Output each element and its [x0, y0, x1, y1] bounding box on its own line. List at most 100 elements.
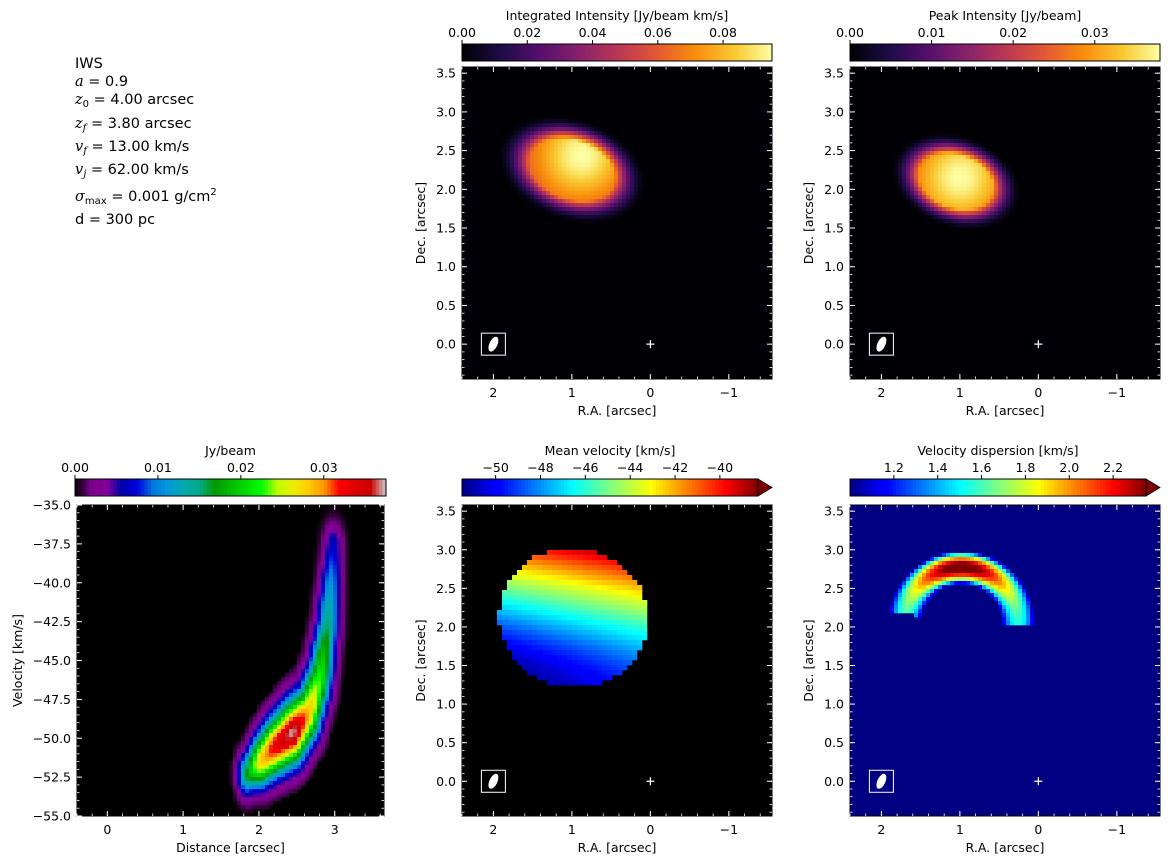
heatmap-cell — [305, 681, 310, 686]
heatmap-cell — [510, 143, 515, 148]
heatmap-cell — [249, 745, 254, 750]
heatmap-cell — [634, 203, 639, 208]
heatmap-cell — [321, 673, 326, 678]
heatmap-cell — [341, 581, 346, 586]
heatmap-cell — [550, 135, 555, 140]
heatmap-cell — [922, 597, 927, 602]
colorbar-segment — [541, 44, 546, 61]
heatmap-cell — [970, 183, 975, 188]
heatmap-cell — [906, 155, 911, 160]
heatmap-cell — [934, 183, 939, 188]
heatmap-cell — [982, 581, 987, 586]
heatmap-cell — [1006, 195, 1011, 200]
heatmap-cell — [1006, 621, 1011, 626]
heatmap-cell — [622, 645, 628, 651]
heatmap-cell — [313, 609, 318, 614]
heatmap-cell — [321, 613, 326, 618]
colorbar-segment — [577, 479, 581, 496]
heatmap-cell — [930, 207, 935, 212]
heatmap-cell — [597, 660, 603, 666]
heatmap-cell — [567, 620, 573, 626]
heatmap-cell — [958, 135, 963, 140]
heatmap-cell — [321, 709, 326, 714]
heatmap-cell — [950, 187, 955, 192]
colorbar-segment — [1149, 44, 1154, 61]
heatmap-cell — [305, 741, 310, 746]
heatmap-cell — [552, 665, 558, 671]
heatmap-cell — [918, 589, 923, 594]
heatmap-cell — [317, 601, 322, 606]
heatmap-cell — [542, 635, 548, 641]
heatmap-cell — [527, 585, 533, 591]
heatmap-cell — [622, 615, 628, 621]
heatmap-cell — [586, 187, 591, 192]
heatmap-cell — [918, 139, 923, 144]
panel-mom8: 2 1 0 −10.00.51.01.52.02.53.03.5R.A. [arcse… — [801, 8, 1161, 418]
heatmap-cell — [598, 203, 603, 208]
colorbar-segment — [856, 44, 861, 61]
heatmap-cell — [638, 171, 643, 176]
model-parameters: IWS a = 0.9 z0 = 4.00 arcsec zf = 3.80 a… — [75, 55, 217, 230]
colorbar-segment — [488, 479, 492, 496]
heatmap-cell — [325, 665, 330, 670]
heatmap-cell — [249, 741, 254, 746]
heatmap-cell — [333, 529, 338, 534]
heatmap-cell — [552, 645, 558, 651]
heatmap-cell — [257, 789, 262, 794]
heatmap-cell — [329, 533, 334, 538]
colorbar-segment — [265, 479, 269, 496]
heatmap-cell — [587, 655, 593, 661]
heatmap-cell — [617, 600, 623, 606]
colorbar-segment — [870, 44, 875, 61]
heatmap-cell — [626, 179, 631, 184]
heatmap-cell — [534, 159, 539, 164]
heatmap-cell — [229, 769, 234, 774]
heatmap-cell — [1022, 589, 1027, 594]
heatmap-cell — [293, 713, 298, 718]
heatmap-cell — [345, 633, 350, 638]
heatmap-cell — [914, 581, 919, 586]
heatmap-cell — [970, 143, 975, 148]
heatmap-cell — [566, 203, 571, 208]
heatmap-cell — [898, 187, 903, 192]
heatmap-cell — [514, 187, 519, 192]
x-tick-label: 0 — [1034, 385, 1042, 400]
heatmap-cell — [634, 195, 639, 200]
heatmap-cell — [269, 737, 274, 742]
heatmap-cell — [512, 575, 518, 581]
heatmap-cell — [309, 665, 314, 670]
heatmap-cell — [994, 215, 999, 220]
heatmap-cell — [237, 761, 242, 766]
heatmap-cell — [566, 211, 571, 216]
heatmap-cell — [273, 753, 278, 758]
heatmap-cell — [572, 670, 578, 676]
heatmap-cell — [990, 219, 995, 224]
heatmap-cell — [325, 565, 330, 570]
heatmap-cell — [592, 570, 598, 576]
heatmap-cell — [321, 581, 326, 586]
heatmap-cell — [345, 601, 350, 606]
heatmap-cell — [926, 151, 931, 156]
heatmap-cell — [597, 605, 603, 611]
heatmap-cell — [329, 529, 334, 534]
heatmap-cell — [612, 670, 618, 676]
heatmap-cell — [598, 183, 603, 188]
heatmap-cell — [612, 585, 618, 591]
colorbar-segment — [711, 479, 716, 496]
heatmap-cell — [337, 533, 342, 538]
colorbar-segment — [991, 479, 996, 496]
heatmap-cell — [598, 219, 603, 224]
heatmap-cell — [982, 175, 987, 180]
heatmap-cell — [617, 630, 623, 636]
heatmap-cell — [998, 159, 1003, 164]
heatmap-cell — [333, 657, 338, 662]
heatmap-cell — [622, 625, 628, 631]
heatmap-cell — [329, 641, 334, 646]
heatmap-cell — [514, 139, 519, 144]
heatmap-cell — [558, 211, 563, 216]
heatmap-cell — [962, 219, 967, 224]
heatmap-cell — [970, 215, 975, 220]
heatmap-cell — [277, 777, 282, 782]
heatmap-cell — [582, 570, 588, 576]
heatmap-cell — [313, 701, 318, 706]
